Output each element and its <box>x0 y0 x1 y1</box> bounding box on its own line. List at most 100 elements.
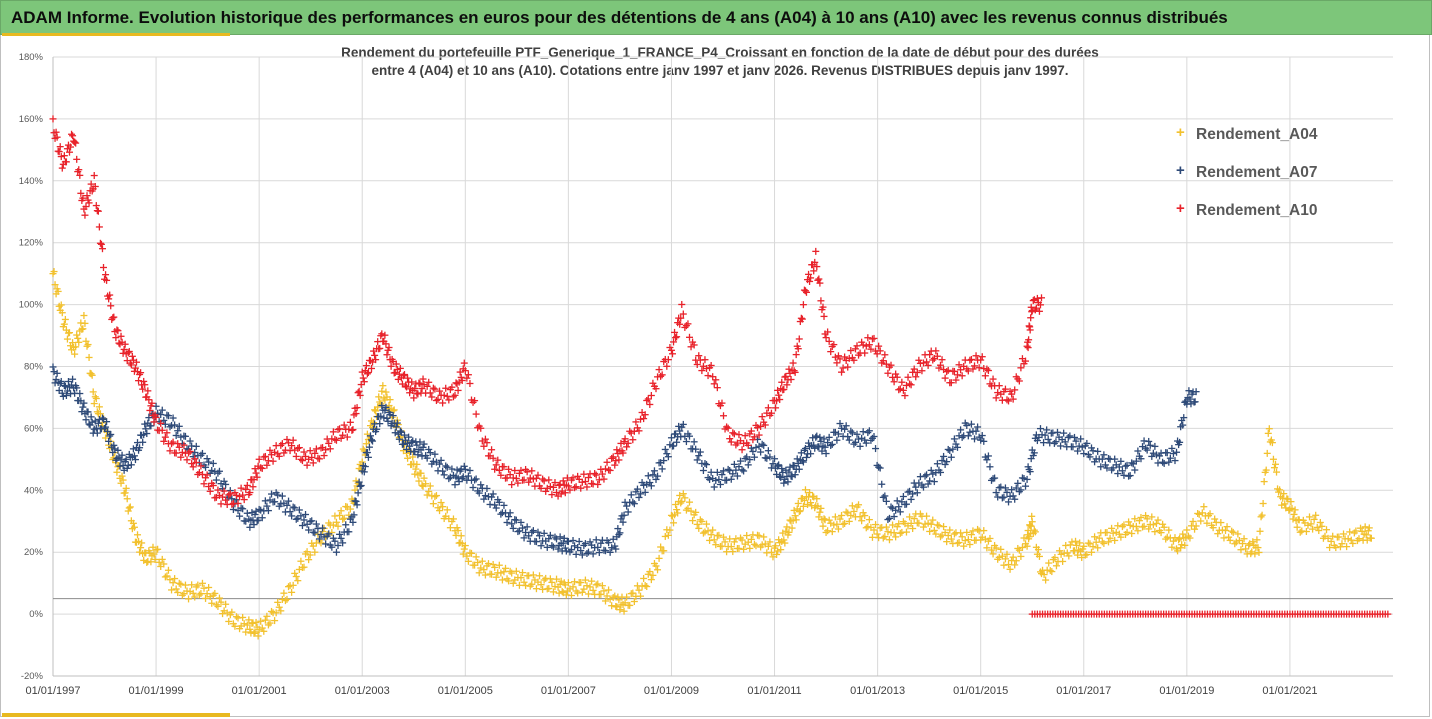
point-rendement-a04 <box>1178 541 1186 549</box>
point-rendement-a10 <box>901 392 909 400</box>
point-rendement-a10 <box>340 421 348 429</box>
point-rendement-a04 <box>816 508 824 516</box>
point-rendement-a04 <box>1023 542 1031 550</box>
point-rendement-a04 <box>740 545 748 553</box>
point-rendement-a04 <box>1332 544 1340 552</box>
point-rendement-a10 <box>712 376 720 384</box>
point-rendement-a07 <box>549 543 557 551</box>
point-rendement-a10 <box>246 489 254 497</box>
point-rendement-a04 <box>1271 460 1279 468</box>
point-rendement-a10 <box>308 453 316 461</box>
point-rendement-a04 <box>929 516 937 524</box>
point-rendement-a07 <box>699 467 707 475</box>
point-rendement-a07 <box>954 443 961 451</box>
point-rendement-a07 <box>592 536 600 544</box>
point-rendement-a07 <box>1111 455 1119 463</box>
point-rendement-a04 <box>1195 510 1203 518</box>
point-rendement-a07 <box>1015 488 1023 496</box>
point-rendement-a04 <box>861 512 869 520</box>
point-rendement-a07 <box>205 458 213 466</box>
point-rendement-a10 <box>511 467 519 475</box>
point-rendement-a04 <box>1098 538 1106 546</box>
point-rendement-a07 <box>1044 435 1052 443</box>
point-rendement-a07 <box>177 433 185 441</box>
point-rendement-a10 <box>558 487 566 495</box>
point-rendement-a07 <box>109 448 117 456</box>
point-rendement-a10 <box>226 490 234 498</box>
point-rendement-a07 <box>161 420 169 428</box>
point-rendement-a07 <box>696 448 704 456</box>
point-rendement-a10 <box>972 352 980 360</box>
point-rendement-a04 <box>260 627 268 635</box>
point-rendement-a07 <box>366 432 374 440</box>
point-rendement-a04 <box>370 419 378 427</box>
point-rendement-a04 <box>263 612 271 620</box>
point-rendement-a10 <box>816 279 824 287</box>
point-rendement-a10 <box>177 453 185 461</box>
point-rendement-a04 <box>309 542 317 550</box>
point-rendement-a07 <box>1191 398 1199 406</box>
point-rendement-a04 <box>492 573 500 581</box>
point-rendement-a10 <box>400 371 408 379</box>
point-rendement-a07 <box>1132 457 1140 465</box>
point-rendement-a07 <box>933 460 941 468</box>
point-rendement-a10 <box>445 396 453 404</box>
point-rendement-a10 <box>79 194 87 202</box>
point-rendement-a10 <box>577 484 585 492</box>
point-rendement-a04 <box>498 576 506 584</box>
point-rendement-a04 <box>766 538 774 546</box>
point-rendement-a10 <box>967 355 975 363</box>
point-rendement-a07 <box>733 472 741 480</box>
point-rendement-a10 <box>992 394 1000 402</box>
point-rendement-a04 <box>738 536 746 544</box>
point-rendement-a07 <box>798 457 806 465</box>
point-rendement-a04 <box>822 528 830 536</box>
point-rendement-a07 <box>902 500 910 508</box>
point-rendement-a04 <box>743 532 751 540</box>
point-rendement-a04 <box>136 548 144 556</box>
point-rendement-a04 <box>873 530 881 538</box>
point-rendement-a04 <box>974 525 982 533</box>
point-rendement-a10 <box>492 461 500 469</box>
point-rendement-a10 <box>429 384 437 392</box>
x-tick-label: 01/01/1997 <box>25 685 80 697</box>
point-rendement-a10 <box>944 366 952 374</box>
point-rendement-a04 <box>1310 515 1318 523</box>
point-rendement-a07 <box>774 462 782 470</box>
point-rendement-a04 <box>646 568 654 576</box>
point-rendement-a07 <box>164 412 172 420</box>
point-rendement-a10 <box>158 426 166 434</box>
point-rendement-a07 <box>851 438 859 446</box>
point-rendement-a04 <box>1003 550 1011 558</box>
point-rendement-a10 <box>359 374 367 382</box>
point-rendement-a07 <box>1165 458 1173 466</box>
point-rendement-a04 <box>661 532 669 540</box>
point-rendement-a10 <box>526 474 534 482</box>
point-rendement-a10 <box>539 475 547 483</box>
point-rendement-a10 <box>368 364 376 372</box>
point-rendement-a07 <box>892 506 900 514</box>
point-rendement-a04 <box>188 581 196 589</box>
point-rendement-a07 <box>720 467 728 475</box>
point-rendement-a04 <box>858 517 866 525</box>
point-rendement-a04 <box>174 589 182 597</box>
point-rendement-a10 <box>841 353 849 361</box>
point-rendement-a07 <box>1074 447 1082 455</box>
point-rendement-a04 <box>1059 557 1067 565</box>
point-rendement-a07 <box>553 535 561 543</box>
point-rendement-a07 <box>61 382 69 390</box>
point-rendement-a07 <box>1154 459 1162 467</box>
point-rendement-a04 <box>280 589 288 597</box>
point-rendement-a04 <box>1051 553 1059 561</box>
point-rendement-a10 <box>1024 344 1032 352</box>
point-rendement-a04 <box>1260 478 1268 486</box>
point-rendement-a04 <box>1209 524 1217 532</box>
point-rendement-a10 <box>598 470 606 478</box>
point-rendement-a07 <box>1134 447 1142 455</box>
point-rendement-a10 <box>718 399 726 407</box>
point-rendement-a04 <box>988 546 996 554</box>
point-rendement-a04 <box>1268 439 1276 447</box>
point-rendement-a10 <box>203 471 211 479</box>
y-tick-label: 20% <box>24 547 44 558</box>
point-rendement-a04 <box>198 579 206 587</box>
